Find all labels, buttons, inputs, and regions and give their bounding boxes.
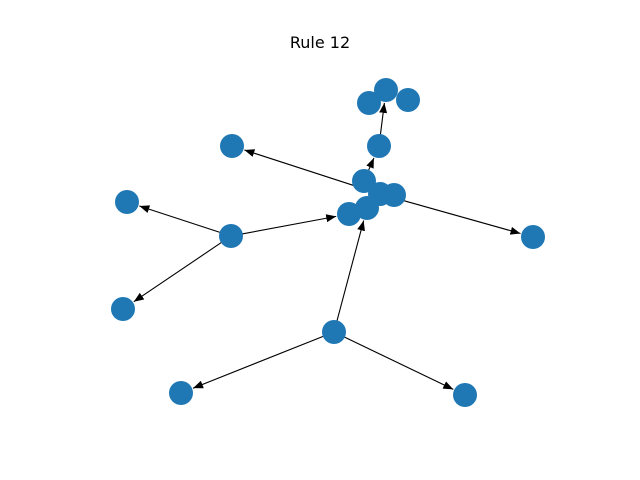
graph-node-n6: [382, 183, 406, 207]
edge-n4-n3: [366, 157, 375, 173]
graph-node-n1: [357, 91, 381, 115]
edges-layer: [133, 102, 521, 390]
nodes-layer: [111, 78, 545, 407]
graph-node-n15: [169, 381, 193, 405]
graph-node-n14: [322, 320, 346, 344]
edge-n14-n15: [192, 335, 325, 389]
edge-n3-n0: [379, 102, 388, 137]
graph-node-n3: [367, 134, 391, 158]
graph-node-n9: [220, 134, 244, 158]
graph-node-n2: [396, 88, 420, 112]
edge-n11-n8: [240, 214, 337, 235]
diagram-title: Rule 12: [289, 33, 351, 52]
edge-n14-n7: [336, 220, 365, 323]
edge-n5-n9: [244, 149, 371, 192]
graph-node-n12: [521, 225, 545, 249]
edge-n14-n16: [342, 335, 454, 390]
graph-node-n4: [352, 169, 376, 193]
graph-node-n0: [374, 78, 398, 102]
edge-n11-n10: [139, 205, 222, 234]
edge-n5-n12: [389, 196, 521, 235]
graph-node-n11: [219, 224, 243, 248]
graph-node-n13: [111, 297, 135, 321]
graph-node-n16: [453, 383, 477, 407]
graph-node-n8: [337, 202, 361, 226]
edge-n11-n13: [133, 241, 224, 303]
graph-node-n10: [115, 190, 139, 214]
